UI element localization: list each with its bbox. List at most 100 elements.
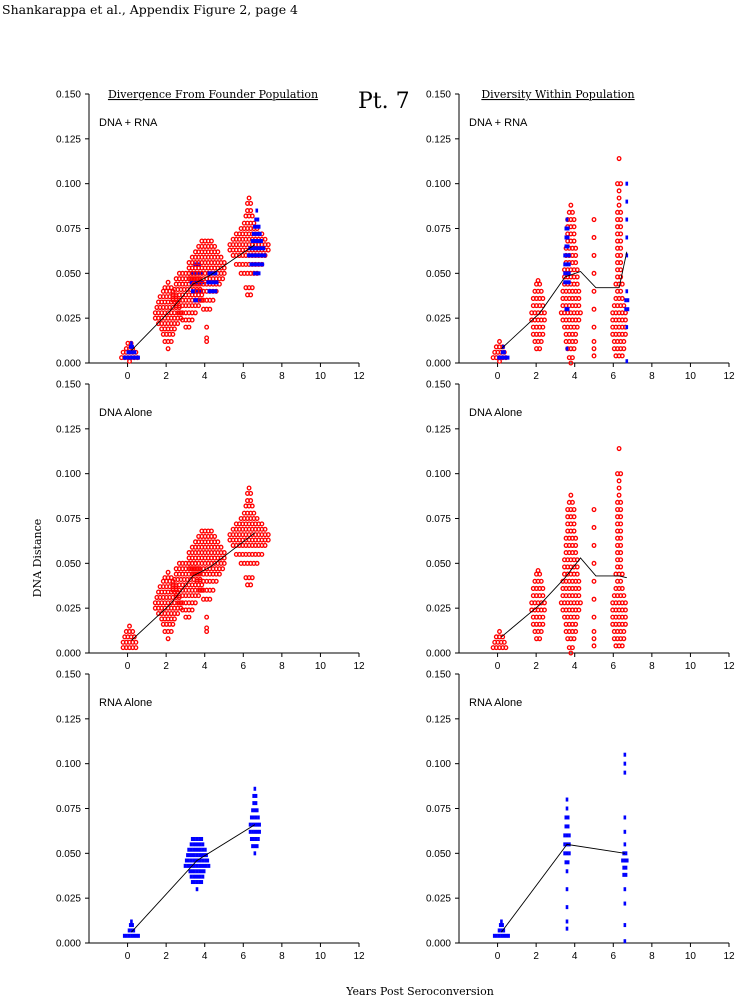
dna-point	[576, 288, 582, 294]
rna-point	[625, 253, 629, 258]
rna-point	[201, 858, 205, 863]
dna-point	[265, 242, 271, 248]
dna-point	[616, 478, 622, 484]
dna-point	[168, 338, 174, 345]
rna-point	[189, 842, 193, 847]
dna-point	[497, 358, 502, 364]
y-tick-label: 0.150	[56, 670, 81, 681]
y-tick-label: 0.025	[56, 314, 81, 325]
dna-point	[501, 639, 507, 645]
panel-label: DNA + RNA	[99, 117, 158, 129]
dna-point	[254, 560, 260, 566]
rna-point	[625, 235, 629, 240]
rna-point	[132, 928, 136, 933]
dna-point	[591, 542, 597, 548]
dna-point	[571, 521, 577, 527]
rna-point	[131, 923, 134, 928]
dna-point	[130, 628, 136, 635]
rna-point	[255, 844, 259, 849]
dna-point	[207, 306, 213, 312]
x-tick-label: 6	[241, 951, 247, 962]
dna-point	[621, 636, 627, 642]
dna-point	[618, 471, 624, 477]
dna-point	[573, 331, 579, 337]
dna-point	[170, 621, 176, 627]
dna-point	[254, 515, 260, 522]
dna-point	[571, 224, 577, 230]
dna-point	[623, 600, 628, 606]
x-tick-label: 8	[649, 371, 655, 382]
dna-point	[618, 542, 624, 548]
dna-point	[616, 195, 622, 201]
rna-point	[498, 923, 502, 928]
dna-point	[172, 326, 177, 332]
rna-point	[193, 836, 196, 841]
dna-point	[591, 306, 597, 312]
dna-point	[168, 628, 174, 635]
dna-point	[221, 270, 227, 276]
dna-point	[621, 593, 627, 599]
dna-point	[618, 224, 624, 230]
panel-2: 0.000 0.025 0.050 0.075 0.100 0.125 0.150 0 2 4 6 8…	[426, 90, 735, 383]
dna-point	[540, 593, 546, 599]
dna-point	[623, 607, 628, 613]
rna-point	[566, 307, 570, 312]
dna-point	[208, 528, 214, 534]
rna-point	[252, 836, 255, 841]
rna-point	[251, 822, 254, 827]
dna-point	[623, 310, 628, 316]
rna-point	[495, 933, 498, 938]
rna-point	[202, 863, 206, 868]
dna-point	[133, 645, 139, 651]
y-tick-label: 0.125	[426, 714, 451, 725]
dna-point	[570, 355, 575, 361]
rna-point	[253, 829, 257, 834]
rna-point	[565, 262, 569, 267]
dna-point	[591, 596, 597, 602]
rna-point	[566, 815, 570, 820]
rna-point	[256, 262, 260, 267]
rna-point	[184, 858, 188, 863]
dna-point	[540, 614, 546, 620]
rna-point	[255, 246, 259, 251]
rna-point	[565, 253, 569, 258]
dna-point	[570, 645, 575, 651]
rna-point	[257, 239, 261, 244]
rna-point	[132, 933, 136, 938]
rna-point	[194, 842, 198, 847]
dna-point	[133, 639, 139, 645]
dna-point	[619, 281, 625, 287]
rna-point	[193, 869, 196, 874]
rna-point	[190, 869, 194, 874]
rna-point	[199, 874, 202, 879]
panels-group: 0.000 0.025 0.050 0.075 0.100 0.125 0.150 0 2 4 6 8…	[56, 90, 735, 963]
rna-point	[263, 253, 267, 258]
dna-point	[165, 346, 171, 352]
rna-point	[126, 350, 130, 355]
rna-point	[255, 829, 259, 834]
rna-point	[565, 833, 569, 838]
x-tick-label: 0	[125, 661, 131, 672]
rna-point	[122, 355, 126, 360]
y-tick-label: 0.000	[426, 939, 451, 950]
rna-point	[261, 253, 265, 258]
dna-point	[618, 578, 624, 584]
dna-point	[568, 360, 574, 366]
dna-point	[618, 216, 624, 223]
rna-point	[623, 842, 627, 847]
rna-point	[200, 863, 204, 868]
dna-point	[574, 267, 580, 273]
panel-6: 0.000 0.025 0.050 0.075 0.100 0.125 0.150 0 2 4 6 8…	[426, 670, 735, 963]
dna-point	[623, 621, 628, 627]
dna-point	[127, 623, 132, 629]
rna-point	[254, 801, 258, 806]
rna-point	[200, 880, 204, 885]
rna-point	[198, 880, 201, 885]
rna-point	[200, 869, 204, 874]
dna-point	[573, 628, 579, 635]
dna-point	[540, 621, 546, 627]
dna-point	[623, 331, 628, 337]
rna-point	[186, 853, 189, 858]
y-tick-label: 0.075	[56, 224, 81, 235]
rna-point	[563, 280, 566, 285]
